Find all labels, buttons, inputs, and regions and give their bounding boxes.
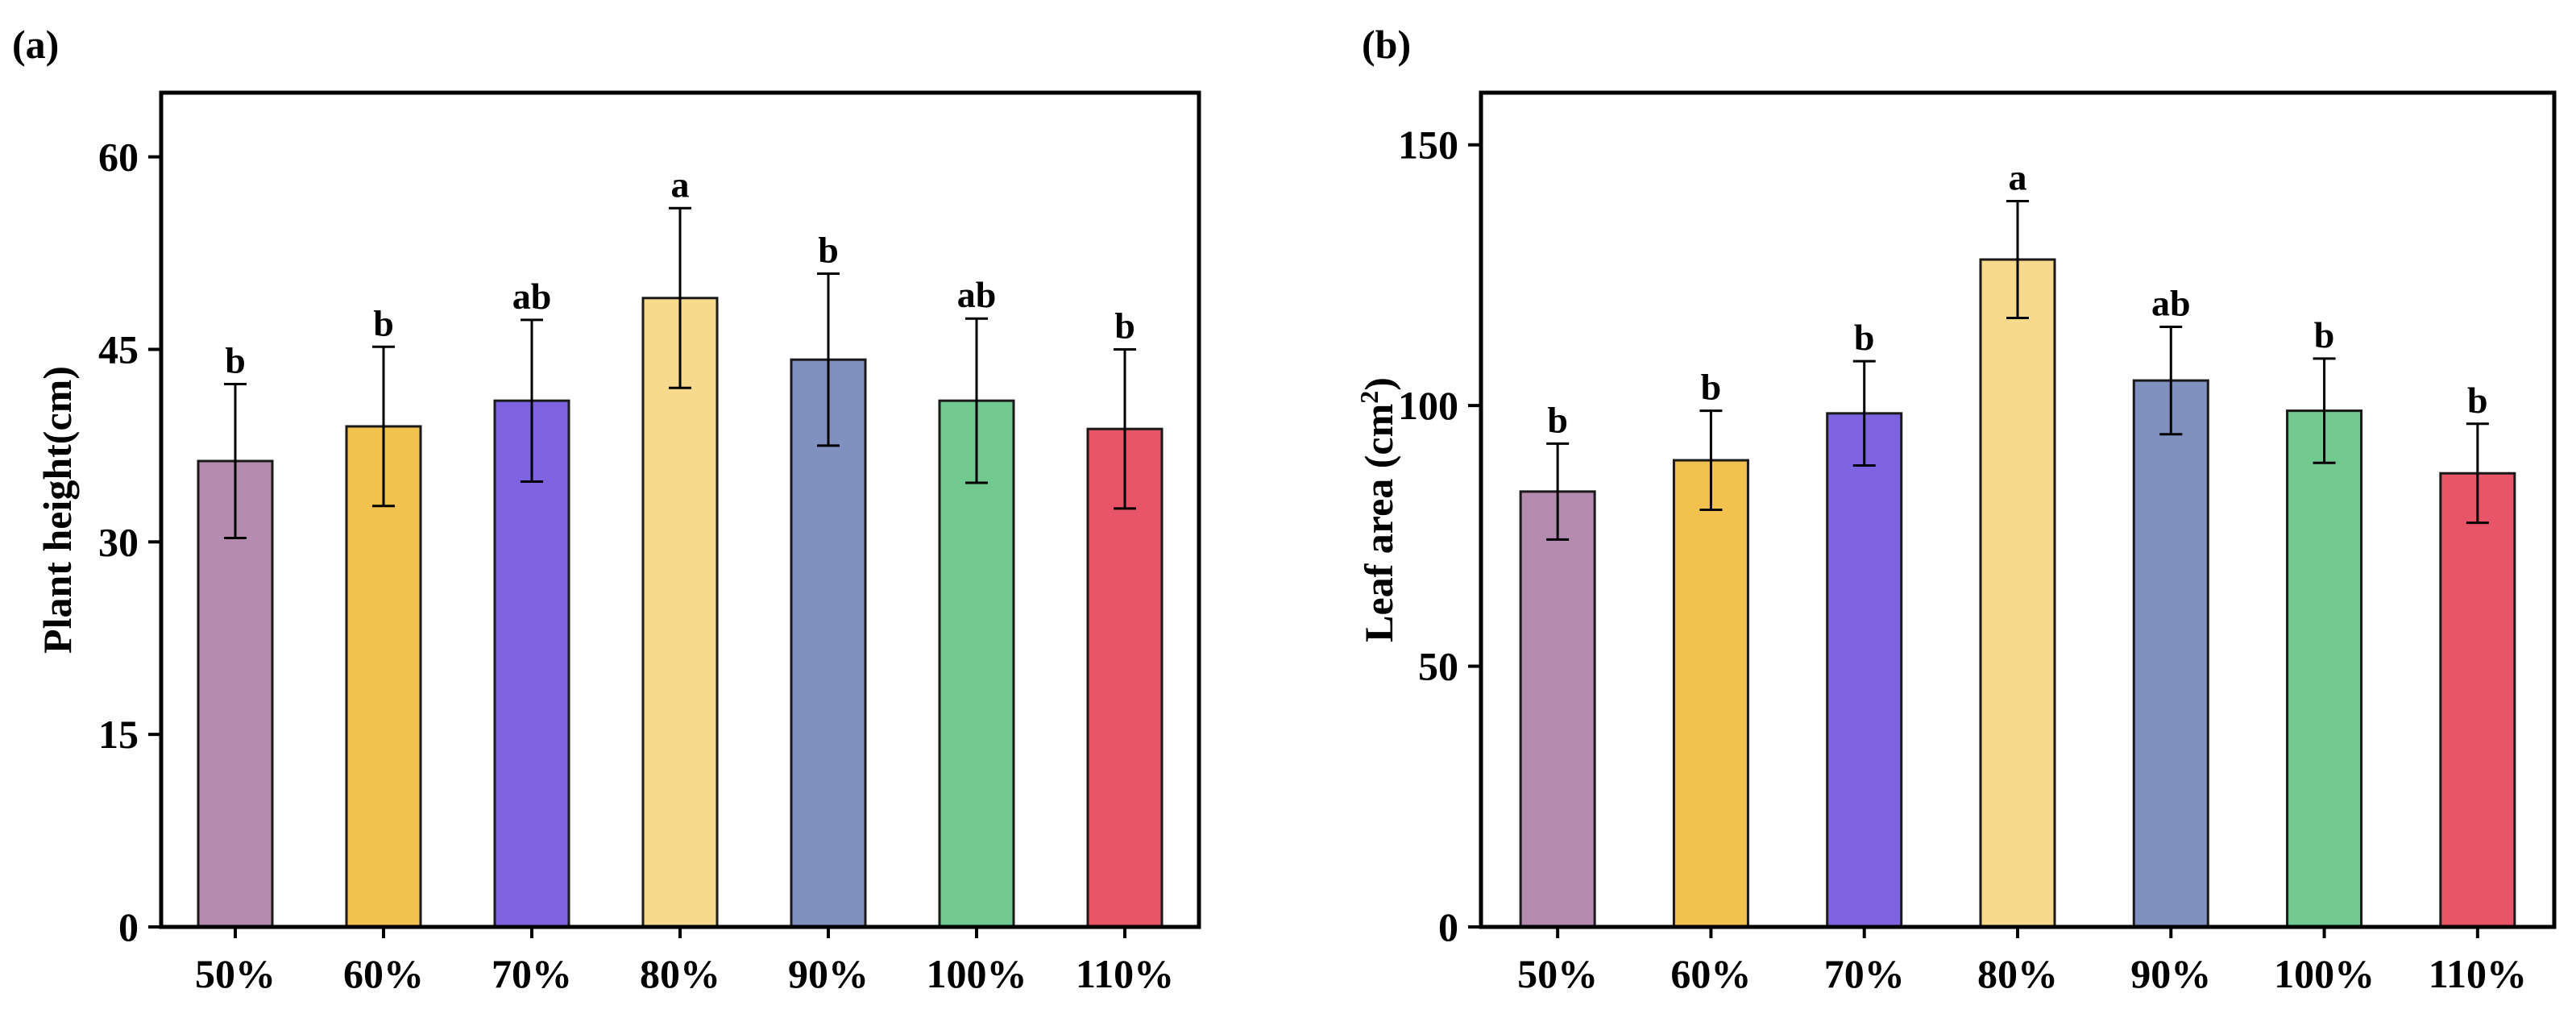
y-tick-label: 45 — [98, 326, 139, 372]
plot-frame — [1479, 90, 2557, 929]
bar — [2439, 472, 2516, 929]
significance-letter: b — [225, 339, 246, 380]
significance-letter: b — [1854, 317, 1875, 358]
significance-letter: ab — [957, 274, 997, 315]
x-tick-label: 50% — [195, 951, 276, 996]
significance-letter: b — [818, 230, 839, 271]
y-tick-label: 100 — [1398, 383, 1458, 428]
bar — [1826, 412, 1903, 929]
bar — [2286, 409, 2363, 929]
bar — [1672, 459, 1749, 929]
x-tick-label: 50% — [1517, 951, 1598, 996]
x-tick-label: 100% — [2274, 951, 2375, 996]
bar — [790, 358, 867, 929]
panel-b: (b) b 50% b 60% b 70% a 80% ab 90% b 100% b 110% 0 50 100… — [1354, 22, 2557, 996]
bar — [641, 297, 719, 929]
x-tick-label: 80% — [1977, 951, 2058, 996]
y-tick-label: 0 — [118, 904, 139, 949]
panel-a: (a) b 50% b 60% ab 70% a 80% b 90% ab 100% b 110% 0 15 30… — [12, 22, 1201, 996]
bar — [938, 399, 1015, 929]
y-tick-label: 60 — [98, 135, 139, 180]
x-tick-label: 100% — [927, 951, 1027, 996]
significance-letter: a — [671, 164, 690, 205]
significance-letter: ab — [512, 276, 552, 317]
plot-frame — [159, 90, 1201, 929]
x-tick-label: 60% — [343, 951, 424, 996]
y-axis-title: Plant height(cm) — [35, 366, 80, 654]
significance-letter: b — [2314, 314, 2335, 355]
significance-letter: b — [373, 302, 394, 343]
panel-label: (a) — [12, 22, 59, 67]
y-tick-label: 15 — [98, 712, 139, 757]
bar — [1979, 258, 2056, 929]
bar — [493, 399, 570, 929]
bar — [1519, 490, 1596, 929]
y-tick-label: 150 — [1398, 123, 1458, 168]
significance-letter: b — [2467, 380, 2488, 421]
x-tick-label: 60% — [1670, 951, 1751, 996]
x-tick-label: 110% — [2429, 951, 2527, 996]
y-tick-label: 50 — [1418, 644, 1458, 689]
significance-letter: b — [1114, 305, 1135, 346]
significance-letter: a — [2009, 157, 2027, 198]
x-tick-label: 70% — [492, 951, 572, 996]
bar — [2132, 379, 2209, 929]
bar — [1086, 427, 1164, 929]
significance-letter: b — [1701, 367, 1722, 408]
y-tick-label: 0 — [1438, 904, 1458, 949]
significance-letter: ab — [2151, 282, 2191, 323]
x-tick-label: 90% — [788, 951, 869, 996]
y-tick-label: 30 — [98, 519, 139, 564]
y-axis-title: Leaf area (cm2) — [1354, 377, 1401, 642]
significance-letter: b — [1547, 399, 1568, 440]
panel-label: (b) — [1362, 22, 1411, 67]
x-tick-label: 110% — [1076, 951, 1174, 996]
x-tick-label: 70% — [1824, 951, 1905, 996]
x-tick-label: 90% — [2130, 951, 2211, 996]
x-tick-label: 80% — [640, 951, 720, 996]
